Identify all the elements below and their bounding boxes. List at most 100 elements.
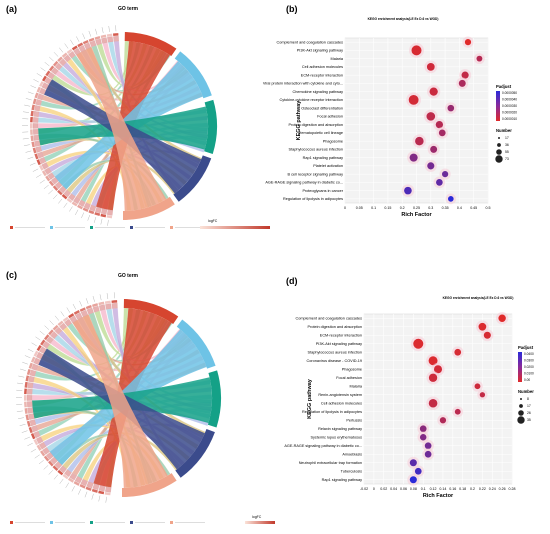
dot-b-xtick-label: 0.45 <box>470 206 477 210</box>
chord-a-gene-logfc <box>34 92 39 99</box>
chord-c-gene-logfc <box>26 368 31 375</box>
chord-c-gene-tick <box>71 486 75 492</box>
chord-a-gene-logfc <box>30 116 33 123</box>
chord-c-gene-arc <box>46 452 54 460</box>
dot-b-xtick-label: 0.5 <box>486 206 491 210</box>
chord-c-term-arc <box>176 319 216 369</box>
chord-a-gene-logfc <box>112 33 119 37</box>
chord-a-gene-arc <box>51 67 59 75</box>
chord-a-gene-tick <box>75 209 79 216</box>
chord-a-gene-logfc <box>31 104 35 111</box>
dot-d-xtick-label: 0.06 <box>400 487 407 491</box>
chord-a-term-arc <box>173 155 212 202</box>
chord-c-legend-swatch <box>130 521 133 524</box>
chord-c-gene-arc <box>50 456 58 465</box>
chord-a-gene-logfc <box>52 185 59 191</box>
dot-d-category-label: Rap1 signaling pathway <box>322 478 362 482</box>
dot-b-category-label: Hematopoietic cell lineage <box>299 131 343 135</box>
chord-c-gene-logfc <box>40 450 46 457</box>
chord-a-gene-tick <box>70 39 74 46</box>
chord-a-gene-logfc <box>94 35 101 40</box>
chord-a-gene-logfc <box>71 45 78 51</box>
chord-c-gene-logfc <box>30 356 36 363</box>
chord-c-gene-logfc <box>67 477 75 483</box>
dot-d-category-label: AGE-RAGE signaling pathway in diabetic c… <box>284 444 362 448</box>
chord-c-gene-arc <box>86 481 94 489</box>
dot-b-xtick-label: 0.15 <box>384 206 391 210</box>
chord-a-gene-tick <box>49 56 54 62</box>
dot-b-number-tick: 17 <box>505 136 509 140</box>
chord-a-gene-arc <box>68 193 76 201</box>
dot-d-category-label: Relaxin signaling pathway <box>318 427 362 431</box>
chord-a-gene-arc <box>44 167 52 175</box>
chord-a-gene-tick <box>81 212 84 219</box>
chord-a-gene-logfc <box>88 37 95 42</box>
dot-b-point <box>476 55 483 62</box>
chord-c-gene-tick <box>84 491 88 498</box>
dot-d-xtick-label: 0.08 <box>410 487 417 491</box>
dot-b-number-swatch <box>498 137 500 139</box>
dot-d-xtick-label: 0 <box>373 487 375 491</box>
chord-a-gene-arc <box>73 47 81 56</box>
dot-d-point <box>414 467 422 475</box>
dot-b-padjust-tick: 0.0000040 <box>502 98 517 102</box>
dot-b-point <box>448 196 454 202</box>
chord-c-gene-tick <box>27 442 33 446</box>
chord-a-gene-arc <box>63 54 72 63</box>
chord-a-gene-logfc <box>57 56 63 63</box>
chord-c-gene-arc <box>28 375 35 383</box>
chord-c-gene-logfc <box>30 433 36 440</box>
chord-c-gene-logfc <box>85 305 92 310</box>
dot-b-padjust-tick: 0.0000010 <box>502 117 517 121</box>
chord-c-gene-tick <box>49 320 54 326</box>
chord-a-gene-arc <box>47 72 55 80</box>
chord-a-gene-arc <box>54 181 63 189</box>
dot-b-xtick-label: 0.3 <box>428 206 433 210</box>
chord-a-gene-logfc <box>88 210 95 215</box>
panel-d-title: KEGG enrichment analysis(LE Ex D.6 vs WO… <box>443 296 514 300</box>
chord-a-gene-arc <box>73 196 81 204</box>
chord-c-legend-swatch <box>90 521 93 524</box>
chord-c-gene-tick <box>20 368 26 371</box>
chord-a-gene-tick <box>30 85 37 89</box>
chord-c-gene-tick <box>24 436 30 440</box>
panel-a-title: GO term <box>118 6 139 12</box>
chord-a-gene-arc <box>33 111 40 117</box>
dot-d-category-label: PI3K-Akt signaling pathway <box>316 342 362 346</box>
chord-c-gene-arc <box>86 307 94 315</box>
chord-a-gene-arc <box>37 151 44 159</box>
dot-plot-d: -0.02 0 0.02 0.04 0.06 0.08 0.1 0.12 0.14 0.16 0.1… <box>284 312 534 499</box>
chord-a-gene-tick <box>88 30 92 37</box>
dot-b-category-label: Chemokine signaling pathway <box>293 90 344 94</box>
chord-c-gene-logfc <box>48 329 54 336</box>
dot-plot-b: 0 0.05 0.1 0.15 0.2 0.25 0.3 0.35 0.4 0.45 0.5 Comp… <box>263 36 517 218</box>
chord-c-gene-arc <box>31 425 39 433</box>
dot-d-point <box>454 408 461 415</box>
chord-a-gene-tick <box>44 62 50 67</box>
dot-b-point <box>409 153 418 162</box>
chord-a-gene-tick <box>87 214 90 221</box>
chord-a-gene-arc <box>68 51 76 59</box>
chord-a-gene-logfc <box>82 207 89 212</box>
chord-a-term-arc <box>124 32 177 57</box>
chord-c-gene-tick <box>105 496 107 503</box>
dot-b-point <box>442 171 449 178</box>
chord-a-legend-swatch <box>90 226 93 229</box>
chord-c-gene-tick <box>91 493 94 500</box>
chord-a-gene-tick <box>36 174 42 178</box>
chord-c-gene-arc <box>33 357 41 365</box>
chord-a-gene-arc <box>33 134 40 141</box>
chord-a-gene-tick <box>22 138 29 140</box>
chord-a-gene-tick <box>69 206 73 212</box>
chord-a-gene-arc <box>34 105 41 112</box>
chord-a-gene-tick <box>53 194 58 200</box>
chord-a-term-arc <box>204 99 218 154</box>
chord-c-gene-arc <box>92 305 100 313</box>
dot-b-category-label: Malaria <box>331 57 344 61</box>
dot-d-padjust-tick: 0.0400 <box>524 352 534 356</box>
dot-d-point <box>409 476 417 484</box>
chord-c-gene-arc <box>28 413 35 420</box>
dot-d-number-tick: 17 <box>527 404 531 408</box>
chord-a-gene-logfc <box>94 212 101 216</box>
chord-a-gene-arc <box>47 172 55 180</box>
